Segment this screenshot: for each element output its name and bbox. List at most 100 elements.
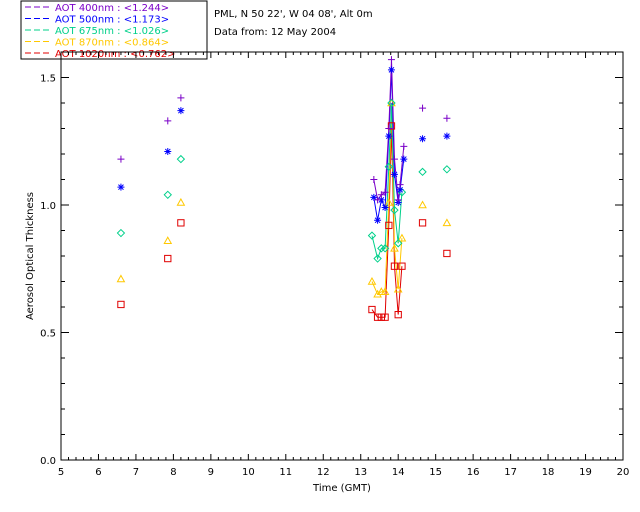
data-point [390, 262, 399, 270]
data-point [377, 313, 385, 321]
info-line: PML, N 50 22', W 04 08', Alt 0m [214, 9, 373, 20]
data-point [164, 254, 172, 263]
data-point [177, 107, 185, 115]
data-point [393, 284, 403, 293]
data-point [377, 191, 385, 199]
data-point [418, 200, 427, 209]
data-point [398, 262, 406, 270]
data-point [442, 165, 452, 174]
legend-label: AOT 400nm : <1.244> [55, 3, 169, 14]
data-point [377, 196, 385, 204]
y-axis: 0.0 0.5 1.0 1.5 [40, 74, 623, 467]
data-point [390, 155, 398, 163]
data-point [381, 313, 389, 321]
data-point [384, 197, 394, 206]
data-point [443, 249, 451, 258]
legend-label: AOT 870nm : <0.864> [55, 38, 169, 49]
data-point [442, 218, 452, 227]
data-point [117, 155, 125, 163]
x-axis-title: Time (GMT) [312, 483, 371, 494]
plot-frame [60, 51, 624, 461]
data-point [374, 196, 382, 204]
data-point [373, 313, 382, 321]
data-point [443, 132, 451, 140]
data-point [373, 289, 382, 298]
data-point [390, 170, 398, 178]
data-point [164, 117, 172, 125]
data-point [418, 219, 427, 227]
data-point [370, 176, 378, 183]
data-point [380, 287, 390, 295]
x-tick-label: 7 [133, 467, 139, 478]
data-point [418, 167, 427, 177]
data-point [387, 56, 395, 64]
data-point [396, 181, 404, 189]
data-point [117, 183, 125, 191]
data-point [116, 228, 126, 238]
data-point [384, 162, 394, 171]
data-point [419, 104, 427, 112]
y-tick-label: 0.0 [40, 456, 56, 467]
data-point [387, 66, 395, 74]
series-markers [116, 56, 452, 321]
data-point [396, 186, 404, 194]
data-point [400, 142, 408, 150]
data-point [368, 305, 376, 314]
y-axis-title: Aerosol Optical Thickness [25, 192, 36, 320]
data-point [387, 122, 396, 130]
x-tick-label: 6 [95, 467, 101, 478]
data-point [393, 239, 403, 248]
y-tick-label: 1.5 [40, 74, 56, 85]
x-tick-label: 20 [617, 467, 630, 478]
y-tick-label: 0.5 [40, 329, 56, 340]
data-point [387, 98, 396, 108]
data-point [373, 254, 382, 263]
data-point [400, 155, 408, 163]
x-tick-label: 14 [392, 467, 405, 478]
series-line [371, 125, 403, 318]
legend-label: AOT 675nm : <1.026> [55, 26, 169, 37]
x-tick-label: 8 [170, 467, 176, 478]
legend-label: AOT 1020nm : <0.762> [55, 49, 175, 60]
data-point [443, 114, 451, 122]
data-point [374, 216, 382, 224]
data-point [117, 300, 125, 309]
data-point [177, 94, 185, 102]
info-block: PML, N 50 22', W 04 08', Alt 0m Data from… [214, 9, 373, 38]
x-tick-label: 13 [354, 467, 367, 478]
info-line: Data from: 12 May 2004 [214, 27, 336, 38]
series-line [371, 102, 403, 261]
legend-box [20, 0, 208, 60]
x-tick-label: 18 [542, 467, 555, 478]
legend-label: AOT 500nm : <1.173> [55, 15, 169, 26]
data-point [385, 132, 393, 140]
data-point [163, 190, 172, 200]
y-tick-label: 1.0 [40, 201, 56, 212]
data-point [390, 243, 399, 252]
data-point [419, 135, 427, 143]
data-point [394, 196, 402, 204]
data-point [176, 197, 186, 206]
data-point [367, 231, 377, 240]
data-point [381, 204, 389, 212]
data-point [385, 221, 393, 230]
data-point [381, 188, 389, 196]
legend: AOT 400nm : <1.244>AOT 500nm : <1.173>AO… [20, 0, 208, 60]
x-tick-label: 12 [317, 467, 330, 478]
x-tick-label: 19 [579, 467, 592, 478]
data-point [385, 125, 393, 132]
data-point [164, 147, 172, 155]
data-point [163, 236, 173, 244]
data-point [367, 276, 377, 285]
x-tick-label: 15 [429, 467, 442, 478]
data-point [177, 219, 185, 227]
x-tick-label: 11 [279, 467, 292, 478]
data-point [390, 205, 399, 215]
x-tick-label: 17 [504, 467, 517, 478]
data-point [377, 244, 386, 253]
x-tick-label: 5 [58, 467, 64, 478]
data-point [394, 311, 402, 319]
x-tick-label: 9 [208, 467, 214, 478]
x-tick-label: 16 [467, 467, 480, 478]
